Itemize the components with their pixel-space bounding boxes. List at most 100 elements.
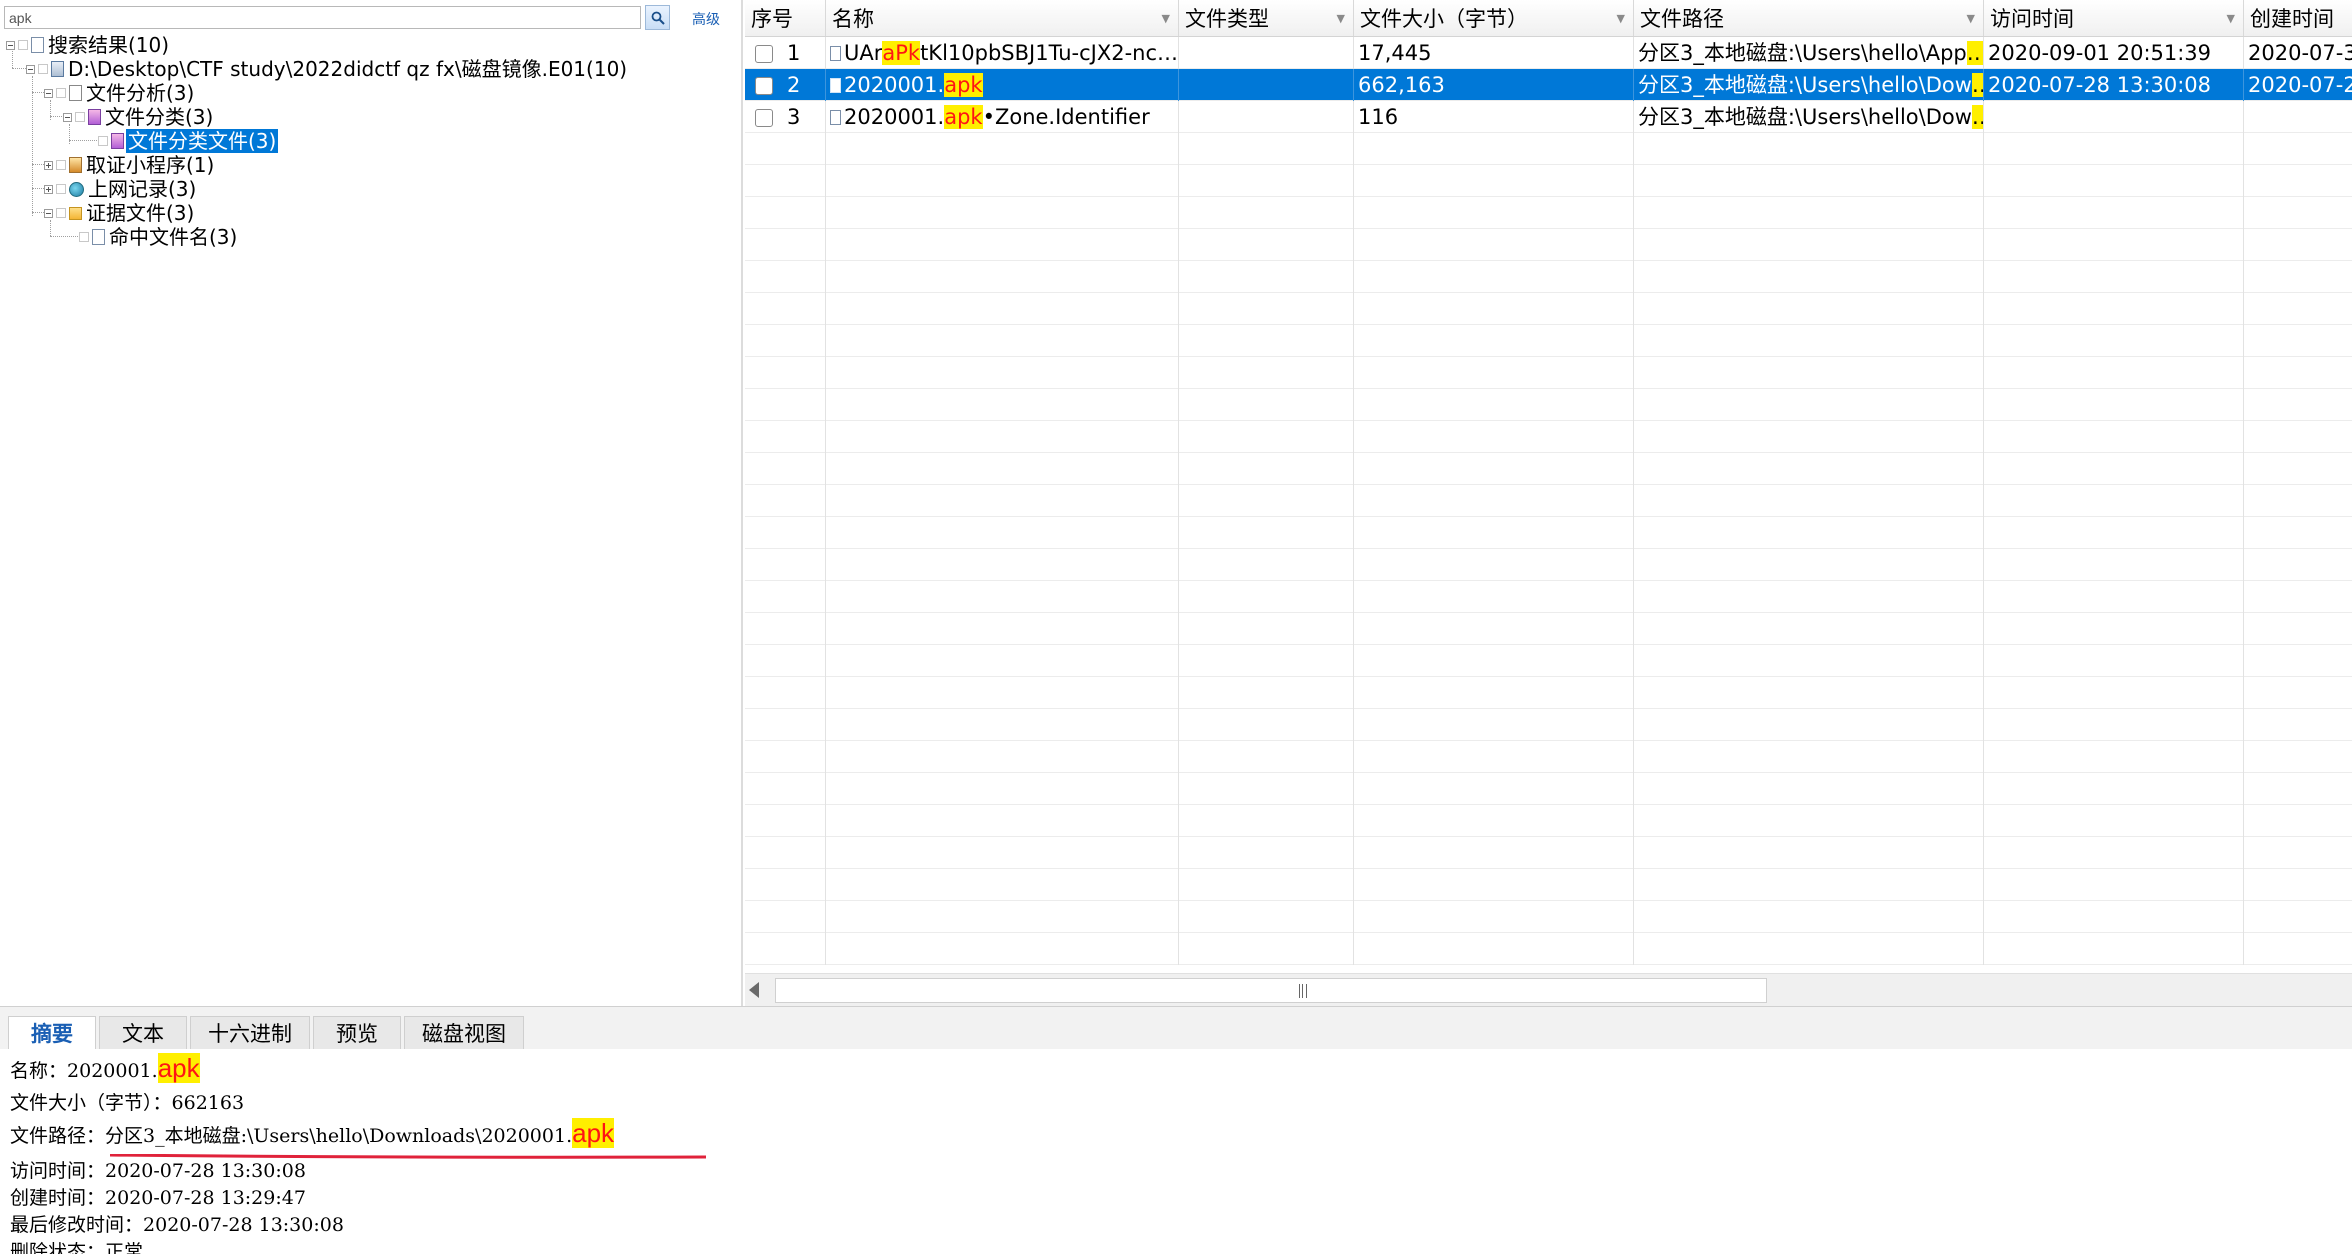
row-checkbox[interactable]	[755, 77, 773, 95]
tab-hex[interactable]: 十六进制	[190, 1016, 310, 1049]
file-icon	[830, 110, 841, 125]
tree-label: 取证小程序(1)	[86, 153, 215, 177]
tab-summary[interactable]: 摘要	[8, 1016, 96, 1050]
table-cell	[1984, 229, 2244, 261]
red-annotation-underline	[110, 1154, 706, 1159]
collapse-toggle[interactable]	[6, 40, 15, 50]
table-cell	[745, 133, 826, 165]
table-cell	[1634, 133, 1984, 165]
table-row[interactable]: 1 UAraPktKl10pbSBJ1Tu-cJX2-nc… 17,445 分区3_本…	[745, 37, 2352, 69]
tab-disk-view[interactable]: 磁盘视图	[404, 1016, 524, 1049]
filter-icon[interactable]: ▼	[1161, 12, 1170, 25]
tool-icon	[69, 157, 82, 173]
row-number: 1	[787, 41, 801, 65]
table-cell	[1634, 645, 1984, 677]
expand-toggle[interactable]	[44, 184, 53, 194]
table-cell	[1354, 677, 1634, 709]
tree-node-evidence-files[interactable]: 证据文件(3)	[44, 201, 196, 225]
table-cell	[745, 261, 826, 293]
tab-text[interactable]: 文本	[99, 1016, 187, 1049]
tree-checkbox[interactable]	[56, 184, 66, 194]
table-cell	[1179, 197, 1354, 229]
table-cell	[1634, 485, 1984, 517]
tree-checkbox[interactable]	[56, 88, 66, 98]
table-cell	[1354, 325, 1634, 357]
collapse-toggle[interactable]	[63, 112, 72, 122]
file-type-cell	[1179, 101, 1354, 133]
column-header-name[interactable]: 名称 ▼	[826, 0, 1179, 36]
tree-label: 文件分类文件(3)	[126, 129, 279, 153]
table-cell	[1984, 517, 2244, 549]
tree-checkbox[interactable]	[18, 40, 28, 50]
empty-row	[745, 325, 2352, 357]
scrollbar-thumb[interactable]	[775, 978, 1767, 1003]
table-row[interactable]: 2 2020001.apk 662,163 分区3_本地磁盘:\Users\hello…	[745, 69, 2352, 101]
tree-checkbox[interactable]	[79, 232, 89, 242]
table-cell	[1984, 805, 2244, 837]
tree-checkbox[interactable]	[56, 208, 66, 218]
tab-label: 文本	[122, 1022, 164, 1046]
ellipsis-marker: …	[1971, 105, 1983, 129]
tab-label: 摘要	[31, 1022, 73, 1046]
tab-preview[interactable]: 预览	[313, 1016, 401, 1049]
collapse-toggle[interactable]	[26, 64, 35, 74]
column-header-access-time[interactable]: 访问时间 ▼	[1984, 0, 2244, 36]
table-cell	[2244, 485, 2352, 517]
table-cell	[2244, 869, 2352, 901]
empty-row	[745, 869, 2352, 901]
search-button[interactable]	[645, 5, 670, 30]
file-path-cell: 分区3_本地磁盘:\Users\hello\Dow…	[1634, 101, 1984, 133]
file-size-cell: 17,445	[1354, 37, 1634, 69]
table-cell	[826, 869, 1179, 901]
table-cell	[1354, 517, 1634, 549]
row-checkbox[interactable]	[755, 45, 773, 63]
filter-icon[interactable]: ▼	[1966, 12, 1975, 25]
column-header-type[interactable]: 文件类型 ▼	[1179, 0, 1354, 36]
table-cell	[826, 325, 1179, 357]
collapse-toggle[interactable]	[44, 208, 53, 218]
expand-toggle[interactable]	[44, 160, 53, 170]
tree-node-file-analysis[interactable]: 文件分析(3)	[44, 81, 196, 105]
filter-icon[interactable]: ▼	[1616, 12, 1625, 25]
tree-node-search-results[interactable]: 搜索结果(10)	[6, 33, 171, 57]
empty-row	[745, 389, 2352, 421]
column-header-size[interactable]: 文件大小（字节） ▼	[1354, 0, 1634, 36]
table-cell	[1179, 805, 1354, 837]
filter-icon[interactable]: ▼	[1336, 12, 1345, 25]
table-cell	[745, 229, 826, 261]
tree-node-web-records[interactable]: 上网记录(3)	[44, 177, 198, 201]
table-cell	[1634, 709, 1984, 741]
detail-tabs: 摘要 文本 十六进制 预览 磁盘视图	[0, 1006, 2352, 1050]
tree-node-file-category[interactable]: 文件分类(3)	[63, 105, 215, 129]
search-input[interactable]	[4, 6, 641, 29]
row-checkbox[interactable]	[755, 109, 773, 127]
empty-row	[745, 357, 2352, 389]
tree-node-disk-image[interactable]: D:\Desktop\CTF study\2022didctf qz fx\磁盘…	[26, 57, 629, 81]
tree-node-forensic-apps[interactable]: 取证小程序(1)	[44, 153, 216, 177]
highlight-match: apk	[572, 1118, 615, 1148]
filter-icon[interactable]: ▼	[2226, 12, 2235, 25]
table-cell	[1634, 581, 1984, 613]
table-cell	[1984, 869, 2244, 901]
collapse-toggle[interactable]	[44, 88, 53, 98]
table-cell	[826, 485, 1179, 517]
table-cell	[2244, 805, 2352, 837]
column-header-no[interactable]: 序号	[745, 0, 826, 36]
tree-checkbox[interactable]	[98, 136, 108, 146]
table-row[interactable]: 3 2020001.apk•Zone.Identifier 116 分区3_本地磁盘:…	[745, 101, 2352, 133]
table-cell	[1984, 709, 2244, 741]
file-type-cell	[1179, 37, 1354, 69]
tree-checkbox[interactable]	[38, 64, 48, 74]
column-header-create-time[interactable]: 创建时间	[2244, 0, 2352, 36]
advanced-search-link[interactable]: 高级	[692, 12, 720, 28]
horizontal-scrollbar[interactable]	[745, 973, 2352, 1007]
tree-node-file-category-files[interactable]: 文件分类文件(3)	[98, 129, 279, 153]
tree-node-matched-names[interactable]: 命中文件名(3)	[79, 225, 239, 249]
tree-checkbox[interactable]	[75, 112, 85, 122]
detail-path: 文件路径：分区3_本地磁盘:\Users\hello\Downloads\202…	[10, 1118, 615, 1149]
tree-checkbox[interactable]	[56, 160, 66, 170]
scroll-left-icon[interactable]	[749, 982, 759, 998]
column-header-path[interactable]: 文件路径 ▼	[1634, 0, 1984, 36]
table-cell	[1354, 773, 1634, 805]
table-cell	[1179, 709, 1354, 741]
